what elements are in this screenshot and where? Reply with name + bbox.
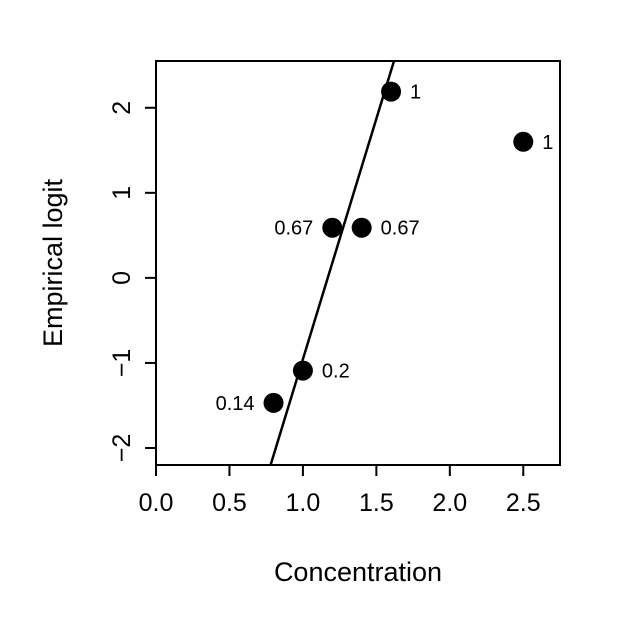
data-point (292, 360, 313, 381)
data-point-label: 0.67 (381, 218, 420, 240)
plot-frame (155, 60, 561, 466)
data-point (351, 217, 372, 238)
y-tick-label: 0 (108, 271, 136, 285)
fit-line (269, 61, 396, 465)
y-tick-label: −2 (108, 434, 136, 463)
data-point-label: 1 (542, 132, 553, 154)
data-point-label: 0.14 (216, 393, 255, 415)
x-tick-label: 0.0 (139, 489, 174, 517)
y-tick-label: 1 (108, 186, 136, 200)
x-tick-label: 1.0 (286, 489, 321, 517)
data-point-label: 0.67 (274, 218, 313, 240)
x-tick-label: 2.5 (506, 489, 541, 517)
y-tick-label: 2 (108, 101, 136, 115)
x-axis-title: Concentration (274, 557, 442, 587)
data-point-label: 0.2 (322, 361, 350, 383)
data-point (322, 217, 343, 238)
data-point (381, 81, 402, 102)
data-point (513, 131, 534, 152)
x-tick-label: 2.0 (432, 489, 467, 517)
data-point (263, 392, 284, 413)
x-tick-label: 1.5 (359, 489, 394, 517)
y-axis-title: Empirical logit (38, 178, 68, 347)
y-tick-label: −1 (108, 349, 136, 378)
x-tick-label: 0.5 (212, 489, 247, 517)
data-point-label: 1 (410, 82, 421, 104)
